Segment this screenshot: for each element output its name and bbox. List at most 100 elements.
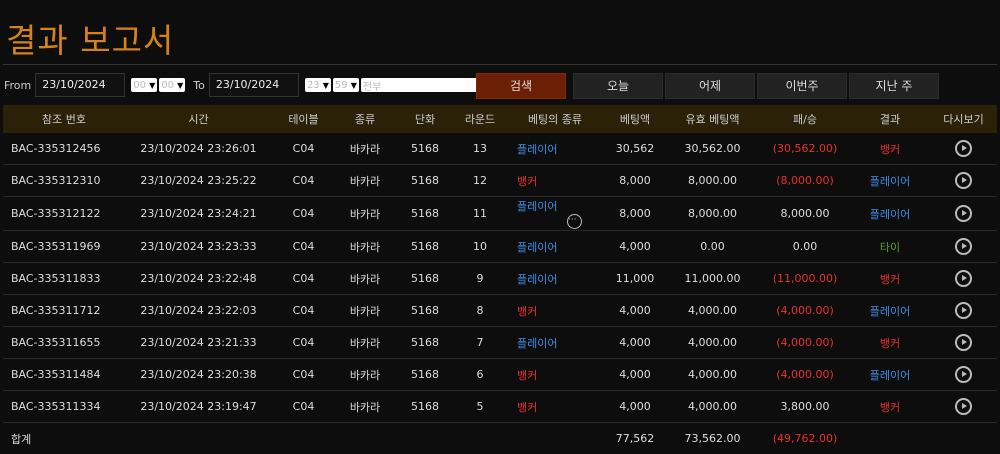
table-id: C04: [272, 133, 335, 165]
time: 23/10/2024 23:22:48: [125, 263, 272, 295]
dealer: 5168: [395, 231, 455, 263]
bet-type-cell: 플레이어: [505, 133, 605, 165]
valid-bet: 4,000.00: [665, 391, 760, 423]
bet-type-cell: 플레이어: [505, 231, 605, 263]
from-label: From: [4, 79, 31, 92]
column-header: 테이블: [272, 105, 335, 133]
bet-type-cell: 플레이어 ···: [505, 197, 605, 231]
ref-number: BAC-335312122: [3, 197, 125, 231]
today-button[interactable]: 오늘: [573, 73, 663, 99]
bet-type: 뱅커: [517, 175, 537, 188]
replay-cell: [930, 359, 997, 391]
result: 타이: [850, 231, 930, 263]
bet-amount: 4,000: [605, 359, 665, 391]
win-loss: (8,000.00): [760, 165, 850, 197]
column-header: 패/승: [760, 105, 850, 133]
table-row: BAC-335311833 23/10/2024 23:22:48 C04 바카…: [3, 263, 997, 295]
result: 뱅커: [850, 263, 930, 295]
play-icon[interactable]: [955, 172, 972, 189]
dealer: 5168: [395, 133, 455, 165]
column-header: 결과: [850, 105, 930, 133]
round: 5: [455, 391, 505, 423]
play-icon[interactable]: [955, 302, 972, 319]
time: 23/10/2024 23:19:47: [125, 391, 272, 423]
game-type: 바카라: [335, 165, 395, 197]
bet-type-cell: 뱅커: [505, 391, 605, 423]
play-icon[interactable]: [955, 334, 972, 351]
play-icon[interactable]: [955, 140, 972, 157]
time: 23/10/2024 23:25:22: [125, 165, 272, 197]
from-minute-select[interactable]: 00▼: [159, 78, 185, 92]
chevron-down-icon: ▼: [323, 81, 329, 90]
play-icon[interactable]: [955, 205, 972, 222]
win-loss: (4,000.00): [760, 327, 850, 359]
valid-bet: 8,000.00: [665, 165, 760, 197]
filter-bar: From 23/10/2024 00▼ 00▼ To 23/10/2024 23…: [4, 73, 487, 97]
dealer: 5168: [395, 197, 455, 231]
replay-cell: [930, 391, 997, 423]
bet-amount: 8,000: [605, 197, 665, 231]
search-button[interactable]: 검색: [476, 73, 566, 99]
column-header: 베팅의 종류: [505, 105, 605, 133]
bet-type: 플레이어: [517, 200, 557, 213]
total-row: 합계 77,562 73,562.00 (49,762.00): [3, 423, 997, 454]
valid-bet: 30,562.00: [665, 133, 760, 165]
column-header: 다시보기: [930, 105, 997, 133]
column-header: 종류: [335, 105, 395, 133]
win-loss: (30,562.00): [760, 133, 850, 165]
game-type: 바카라: [335, 263, 395, 295]
table-id: C04: [272, 327, 335, 359]
replay-cell: [930, 197, 997, 231]
more-icon[interactable]: ···: [567, 214, 582, 229]
from-hour-select[interactable]: 00▼: [131, 78, 157, 92]
replay-cell: [930, 327, 997, 359]
valid-bet: 4,000.00: [665, 327, 760, 359]
play-icon[interactable]: [955, 398, 972, 415]
win-loss: (11,000.00): [760, 263, 850, 295]
ref-number: BAC-335311655: [3, 327, 125, 359]
game-type: 바카라: [335, 327, 395, 359]
table-row: BAC-335311655 23/10/2024 23:21:33 C04 바카…: [3, 327, 997, 359]
bet-amount: 4,000: [605, 391, 665, 423]
yesterday-button[interactable]: 어제: [665, 73, 755, 99]
bet-amount: 8,000: [605, 165, 665, 197]
table-row: BAC-335311712 23/10/2024 23:22:03 C04 바카…: [3, 295, 997, 327]
table-row: BAC-335312122 23/10/2024 23:24:21 C04 바카…: [3, 197, 997, 231]
chevron-down-icon: ▼: [351, 81, 357, 90]
column-header: 단화: [395, 105, 455, 133]
table-row: BAC-335311334 23/10/2024 23:19:47 C04 바카…: [3, 391, 997, 423]
valid-bet: 0.00: [665, 231, 760, 263]
round: 10: [455, 231, 505, 263]
ref-number: BAC-335311969: [3, 231, 125, 263]
ref-number: BAC-335311334: [3, 391, 125, 423]
last-week-button[interactable]: 지난 주: [849, 73, 939, 99]
total-winloss: (49,762.00): [760, 423, 850, 454]
bet-type-cell: 플레이어: [505, 327, 605, 359]
play-icon[interactable]: [955, 270, 972, 287]
bet-amount: 4,000: [605, 327, 665, 359]
time: 23/10/2024 23:26:01: [125, 133, 272, 165]
ref-number: BAC-335311484: [3, 359, 125, 391]
play-icon[interactable]: [955, 238, 972, 255]
time: 23/10/2024 23:24:21: [125, 197, 272, 231]
to-date-input[interactable]: 23/10/2024: [209, 73, 299, 97]
result: 뱅커: [850, 391, 930, 423]
game-type-select[interactable]: 전부▼: [361, 78, 485, 92]
to-hour-select[interactable]: 23▼: [305, 78, 331, 92]
round: 12: [455, 165, 505, 197]
round: 6: [455, 359, 505, 391]
from-date-input[interactable]: 23/10/2024: [35, 73, 125, 97]
column-header: 베팅액: [605, 105, 665, 133]
bet-type-cell: 뱅커: [505, 295, 605, 327]
table-id: C04: [272, 263, 335, 295]
bet-type: 뱅커: [517, 401, 537, 414]
bet-amount: 30,562: [605, 133, 665, 165]
round: 9: [455, 263, 505, 295]
play-icon[interactable]: [955, 366, 972, 383]
this-week-button[interactable]: 이번주: [757, 73, 847, 99]
bet-type-cell: 뱅커: [505, 359, 605, 391]
ref-number: BAC-335311833: [3, 263, 125, 295]
to-minute-select[interactable]: 59▼: [333, 78, 359, 92]
column-header: 유효 베팅액: [665, 105, 760, 133]
table-id: C04: [272, 165, 335, 197]
